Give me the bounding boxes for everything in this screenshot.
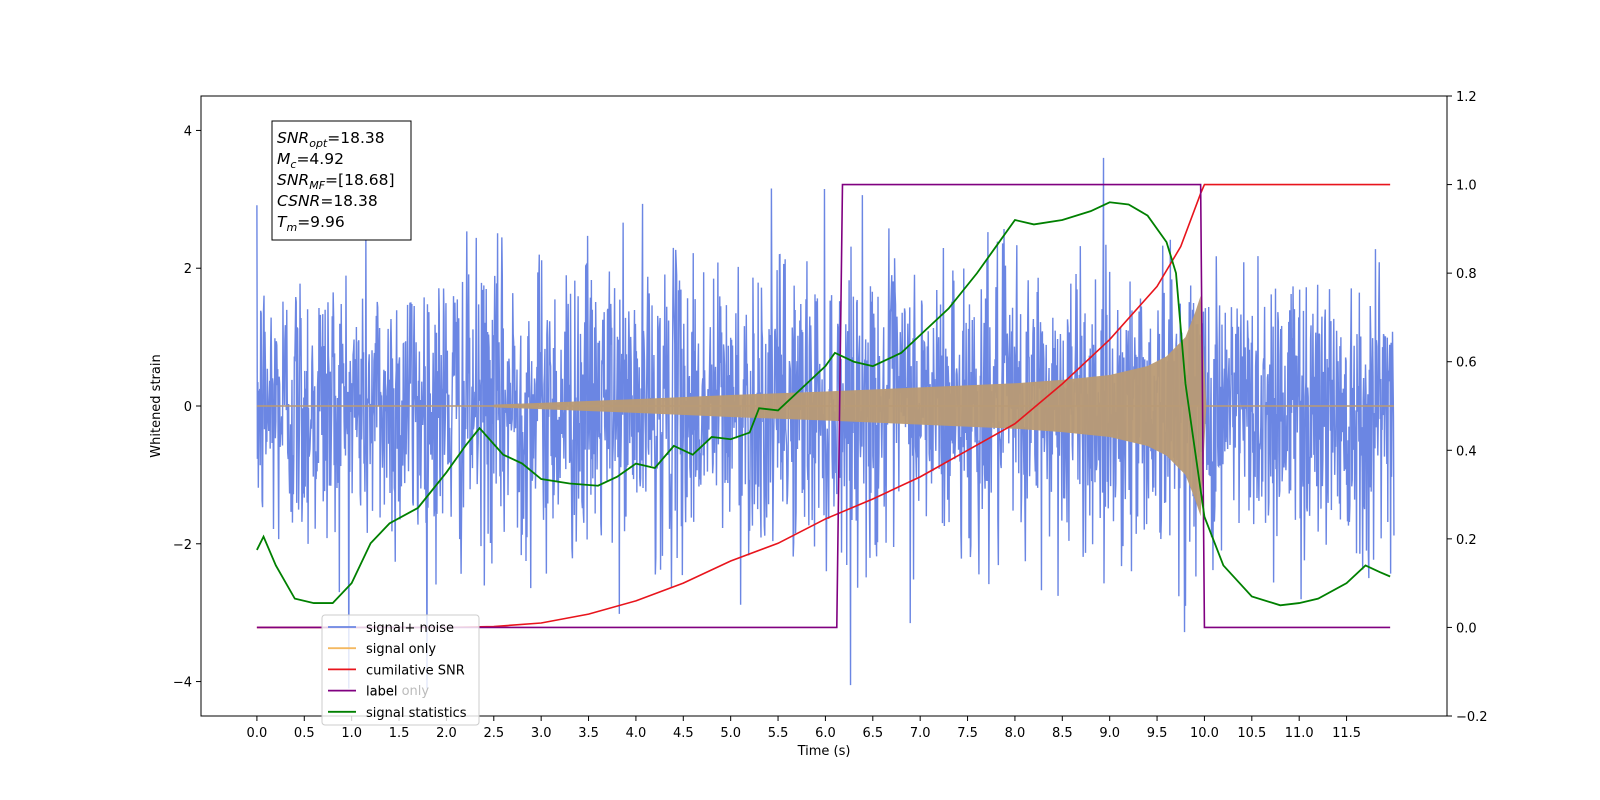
legend-entry-label: label	[366, 685, 397, 700]
annotation-box-frame	[271, 120, 412, 241]
x-tick-label: 2.0	[436, 726, 457, 741]
plot-area	[256, 157, 1395, 689]
annotation-line: Mc=4.92	[277, 150, 344, 171]
x-tick-label: 5.0	[720, 726, 741, 741]
y-left-tick-label: −4	[173, 676, 192, 691]
x-tick-label: 6.5	[862, 726, 883, 741]
x-tick-label: 10.5	[1237, 726, 1266, 741]
x-tick-label: 2.5	[483, 726, 504, 741]
x-tick-label: 11.5	[1332, 726, 1361, 741]
y-right-tick-label: 0.2	[1456, 533, 1477, 548]
x-axis-label: Time (s)	[797, 744, 851, 759]
x-tick-label: 4.5	[673, 726, 694, 741]
x-tick-label: 8.0	[1005, 726, 1026, 741]
series-signal-statistics-line	[256, 201, 1391, 607]
y-right-tick-label: 1.2	[1456, 90, 1477, 105]
axes-ticks: 0.0 0.5 1.0 1.5 2.0 2.5 3.0 3.5 4.0 4.5 5.0 5.5 6.0 6…	[173, 90, 1488, 741]
x-tick-label: 4.0	[626, 726, 647, 741]
legend-entry-label: signal+ noise	[366, 621, 454, 636]
x-tick-label: 3.5	[578, 726, 599, 741]
y-right-tick-label: 0.4	[1456, 444, 1477, 459]
x-tick-label: 5.5	[768, 726, 789, 741]
legend-entry-label: signal statistics	[366, 706, 467, 721]
legend-entry-label: cumilative SNR	[366, 663, 465, 678]
y-right-tick-label: 1.0	[1456, 179, 1477, 194]
y-left-tick-label: 2	[184, 262, 192, 277]
annotation-line: CSNR=18.38	[277, 192, 378, 210]
y-right-tick-label: 0.0	[1456, 621, 1477, 636]
x-tick-label: 9.5	[1147, 726, 1168, 741]
series-label-line	[256, 183, 1391, 629]
y-right-tick-label: −0.2	[1456, 710, 1488, 725]
y-left-tick-label: 4	[184, 124, 192, 139]
x-tick-label: 11.0	[1285, 726, 1314, 741]
x-tick-label: 10.0	[1190, 726, 1219, 741]
annotation-line: Tm=9.96	[277, 213, 345, 234]
x-tick-label: 0.5	[294, 726, 315, 741]
x-tick-label: 7.5	[957, 726, 978, 741]
y-right-tick-label: 0.8	[1456, 267, 1477, 282]
x-tick-label: 3.0	[531, 726, 552, 741]
legend: label only signal+ noise signal only cumila…	[321, 614, 480, 726]
y-left-tick-label: −2	[173, 538, 192, 553]
y-left-tick-label: 0	[184, 400, 192, 415]
x-tick-label: 0.0	[247, 726, 268, 741]
y-axis-label: Whitened strain	[149, 354, 164, 457]
series-signal-noise-line	[256, 157, 1395, 689]
annotation-box: SNRopt=18.38Mc=4.92SNRMF=[18.68]CSNR=18.…	[271, 120, 412, 241]
legend-entry-label: signal only	[366, 642, 436, 657]
x-tick-label: 6.0	[815, 726, 836, 741]
y-right-tick-label: 0.6	[1456, 356, 1477, 371]
x-tick-label: 8.5	[1052, 726, 1073, 741]
x-tick-label: 7.0	[910, 726, 931, 741]
legend-ghost-text: label only	[366, 684, 429, 699]
legend-frame	[321, 614, 480, 726]
x-tick-label: 1.0	[341, 726, 362, 741]
x-tick-label: 1.5	[389, 726, 410, 741]
annotation-line: SNRMF=[18.68]	[277, 171, 395, 192]
x-tick-label: 9.0	[1099, 726, 1120, 741]
annotation-line: SNRopt=18.38	[277, 129, 385, 150]
